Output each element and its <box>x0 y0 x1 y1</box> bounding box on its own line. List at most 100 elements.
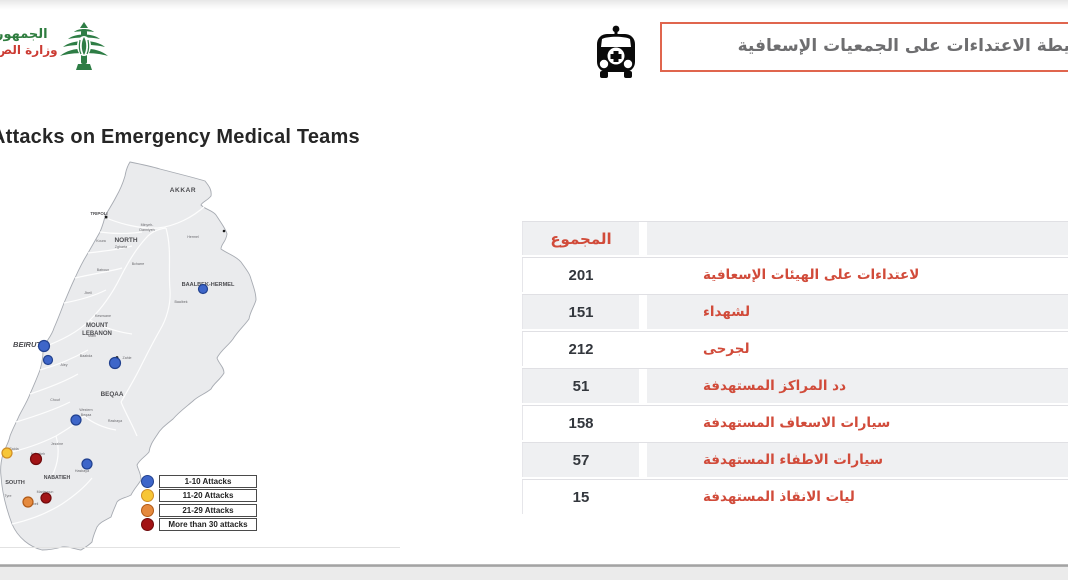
legend-marker-more-than-30 <box>141 518 154 531</box>
total-value: 151 <box>522 295 639 329</box>
total-value: 57 <box>522 443 639 477</box>
ministry-logo-text: الجمهور وزارة الص <box>0 27 58 58</box>
region-label-mount: MOUNT <box>86 323 108 329</box>
arabic-title-box: يطة الاعتداءات على الجمعيات الإسعافية <box>660 22 1068 72</box>
total-column-header: المجموع <box>522 222 639 255</box>
table-row: 151 لشهداء <box>522 294 1068 329</box>
district-label: Bcharre <box>132 262 145 266</box>
row-label-cell: سيارات الاسعاف المستهدفة <box>647 406 1068 440</box>
region-label-tripoli: TRIPOLI <box>90 211 107 216</box>
legend-label-box: 21-29 Attacks <box>159 503 257 517</box>
district-label: Koura <box>96 239 106 243</box>
ministry-name-arabic: الجمهور <box>0 27 48 42</box>
ambulance-icon <box>597 25 635 78</box>
legend-label: 21-29 Attacks <box>182 505 234 515</box>
column-gap <box>639 332 647 366</box>
total-value: 201 <box>522 258 639 292</box>
district-label: Danniyeh <box>139 228 154 232</box>
label-column-header <box>647 222 1068 255</box>
district-label: Tyre <box>5 494 12 498</box>
row-label-cell: ليات الانقاذ المستهدفة <box>647 480 1068 514</box>
hermel-city-marker <box>222 229 226 233</box>
bottom-edge-strip <box>0 567 1068 580</box>
district-label: Matn <box>88 334 96 338</box>
district-label: Saida <box>9 447 18 451</box>
district-label: Minyeh- <box>141 223 155 227</box>
row-label: ليات الانقاذ المستهدفة <box>703 489 855 505</box>
tripoli-city-marker <box>104 215 108 219</box>
region-label-north: NORTH <box>114 237 137 244</box>
district-label: Rashaya <box>108 419 122 423</box>
column-gap <box>639 295 647 329</box>
column-gap <box>639 443 647 477</box>
attack-marker-western-beqaa <box>70 414 82 426</box>
column-gap <box>639 480 647 514</box>
row-label: دد المراكز المستهدفة <box>703 378 847 394</box>
column-gap <box>639 369 647 403</box>
row-label: سيارات الاسعاف المستهدفة <box>703 415 891 431</box>
table-row: 212 لجرحى <box>522 331 1068 366</box>
district-label: Chouf <box>50 398 60 402</box>
page-title: Attacks on Emergency Medical Teams <box>0 126 360 148</box>
row-label: لشهداء <box>703 304 751 320</box>
row-label: سيارات الاطفاء المستهدفة <box>703 452 884 468</box>
column-gap <box>639 222 647 255</box>
legend-row-more-than-30: More than 30 attacks <box>141 518 261 532</box>
district-label: Beqaa <box>81 413 91 417</box>
attack-marker-zahle <box>108 356 122 370</box>
lebanon-map: AKKAR TRIPOLI NORTH BAALBEK-HERMEL MOUNT… <box>0 161 257 551</box>
legend-label-box: 1-10 Attacks <box>159 474 257 488</box>
map-legend: 1-10 Attacks 11-20 Attacks 21-29 Attacks… <box>141 474 261 532</box>
table-row: 158 سيارات الاسعاف المستهدفة <box>522 405 1068 440</box>
attack-marker-hasbaya <box>81 458 93 470</box>
total-value: 15 <box>522 480 639 514</box>
column-gap <box>639 258 647 292</box>
ministry-title-arabic: وزارة الص <box>0 43 58 58</box>
attack-marker-bint-jbeil <box>22 496 34 508</box>
region-label-baalbek-hermel: BAALBEK-HERMEL <box>182 282 235 288</box>
attack-marker-marjayoun <box>40 492 52 504</box>
region-label-beirut: BEIRUT <box>13 340 42 349</box>
row-label: لاعتداءات على الهيئات الإسعافية <box>703 267 920 283</box>
row-label-cell: لشهداء <box>647 295 1068 329</box>
legend-row-21-29: 21-29 Attacks <box>141 503 261 517</box>
attack-marker-baabda <box>42 354 54 366</box>
legend-label: More than 30 attacks <box>168 520 248 529</box>
row-label-cell: لاعتداءات على الهيئات الإسعافية <box>647 258 1068 292</box>
arabic-title-text: يطة الاعتداءات على الجمعيات الإسعافية <box>737 36 1068 56</box>
district-label: Zgharta <box>115 245 127 249</box>
district-label: Hasbaya <box>75 469 89 473</box>
legend-label-box: More than 30 attacks <box>159 518 257 531</box>
district-borders <box>2 205 206 525</box>
table-row: 51 دد المراكز المستهدفة <box>522 368 1068 403</box>
attack-marker-nabatieh <box>29 452 43 466</box>
legend-marker-1-10 <box>141 474 154 488</box>
table-row: 15 ليات الانقاذ المستهدفة <box>522 479 1068 514</box>
district-label: Zahle <box>123 356 132 360</box>
cedar-tree-icon <box>60 22 108 70</box>
region-label-beqaa: BEQAA <box>101 391 124 398</box>
top-edge-strip <box>0 0 1068 10</box>
district-label: Baabda <box>80 354 92 358</box>
statistics-table: المجموع 201 لاعتداءات على الهيئات الإسعا… <box>522 221 1068 516</box>
region-label-lebanon: LEBANON <box>82 331 112 337</box>
total-value: 51 <box>522 369 639 403</box>
district-label: Jezzine <box>51 442 63 446</box>
total-value: 212 <box>522 332 639 366</box>
district-label: Kesrwane <box>95 314 111 318</box>
attack-markers <box>1 283 209 508</box>
district-label: Aley <box>61 363 68 367</box>
legend-label-box: 11-20 Attacks <box>159 489 257 502</box>
region-label-nabatieh: NABATIEH <box>44 475 71 481</box>
table-row: 201 لاعتداءات على الهيئات الإسعافية <box>522 257 1068 292</box>
bottom-divider-line <box>0 564 1068 567</box>
district-label: Jbeil <box>84 291 92 295</box>
legend-marker-11-20 <box>141 489 154 502</box>
district-label: Batroun <box>97 268 110 272</box>
table-header-row: المجموع <box>522 221 1068 255</box>
legend-row-1-10: 1-10 Attacks <box>141 474 261 488</box>
attack-marker-beirut <box>37 339 51 353</box>
legend-label: 1-10 Attacks <box>184 476 232 486</box>
district-label: Marjayoun <box>37 490 54 494</box>
attack-marker-saida <box>1 447 13 459</box>
